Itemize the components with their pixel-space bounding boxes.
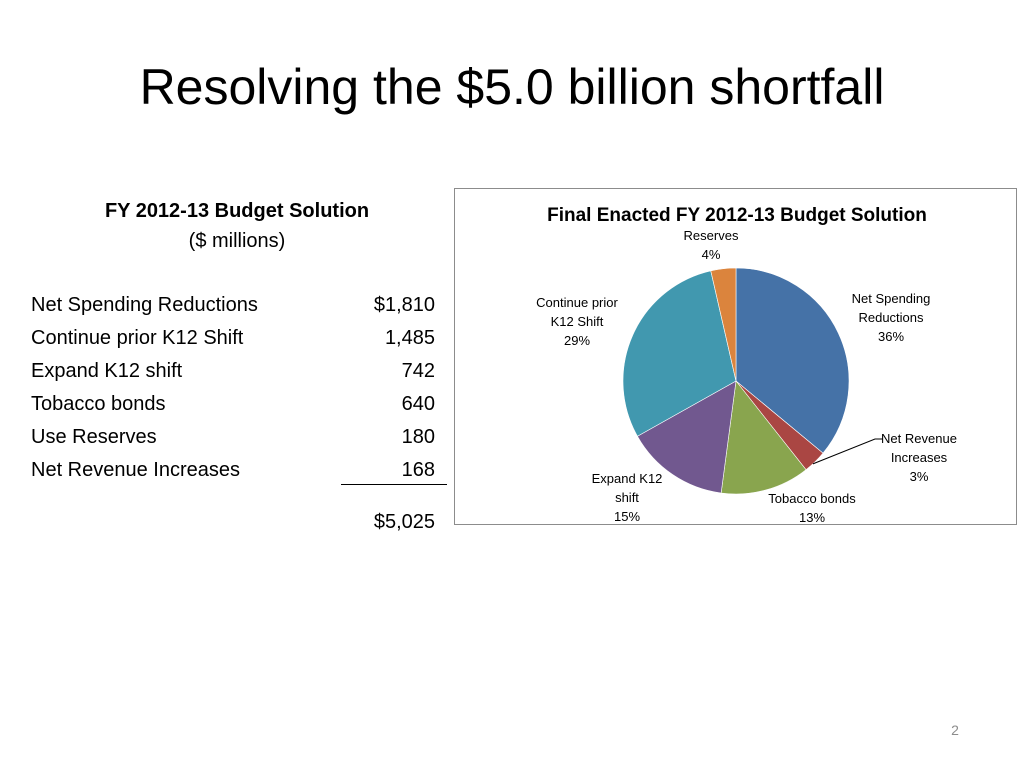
table-subtitle: ($ millions) <box>188 230 286 252</box>
row-label: Tobacco bonds <box>31 393 166 415</box>
table-header: FY 2012-13 Budget Solution ($ millions) <box>60 196 414 256</box>
pie-chart-panel: Final Enacted FY 2012-13 Budget Solution… <box>454 188 1017 525</box>
table-row: Tobacco bonds 640 <box>31 388 435 421</box>
budget-table: Net Spending Reductions $1,810 Continue … <box>31 289 435 487</box>
row-value: 1,485 <box>384 327 435 349</box>
pie-slices <box>622 267 850 495</box>
pie-slice <box>622 270 737 437</box>
slice-label: Continue prior K12 Shift 29% <box>536 295 618 348</box>
row-label: Use Reserves <box>31 426 157 448</box>
row-label: Net Revenue Increases <box>31 459 241 481</box>
total-divider <box>341 484 447 485</box>
row-label: Net Spending Reductions <box>31 294 258 316</box>
leader-lines <box>812 438 883 465</box>
total-value: $5,025 <box>373 511 435 533</box>
pie-slice <box>710 267 737 382</box>
slice-label: Expand K12 shift 15% <box>592 471 663 524</box>
slide-title: Resolving the $5.0 billion shortfall <box>139 59 885 115</box>
table-title: FY 2012-13 Budget Solution <box>104 200 370 222</box>
row-label: Expand K12 shift <box>31 360 183 382</box>
pie-slice <box>735 267 850 454</box>
leader-line <box>812 438 883 465</box>
row-value: $1,810 <box>373 294 435 316</box>
pie-chart: Final Enacted FY 2012-13 Budget Solution… <box>536 205 957 525</box>
row-value: 180 <box>401 426 435 448</box>
table-row: Expand K12 shift 742 <box>31 355 435 388</box>
table-row: Continue prior K12 Shift 1,485 <box>31 322 435 355</box>
table-row: Use Reserves 180 <box>31 421 435 454</box>
pie-slice <box>720 380 807 495</box>
slice-label: Net Spending Reductions 36% <box>852 291 931 344</box>
row-label: Continue prior K12 Shift <box>31 327 244 349</box>
table-row: Net Spending Reductions $1,810 <box>31 289 435 322</box>
row-value: 640 <box>401 393 435 415</box>
slice-label: Net Revenue Increases 3% <box>881 431 957 484</box>
row-value: 168 <box>401 459 435 481</box>
table-row: Net Revenue Increases 168 <box>31 454 435 487</box>
page-number: 2 <box>951 722 959 738</box>
slice-label: Reserves 4% <box>684 228 739 262</box>
row-value: 742 <box>401 360 435 382</box>
slice-label: Tobacco bonds 13% <box>768 491 856 525</box>
slice-labels: Net Spending Reductions 36% Net Revenue Incr… <box>536 228 957 525</box>
pie-slice <box>637 380 737 494</box>
chart-title: Final Enacted FY 2012-13 Budget Solution <box>547 205 927 226</box>
